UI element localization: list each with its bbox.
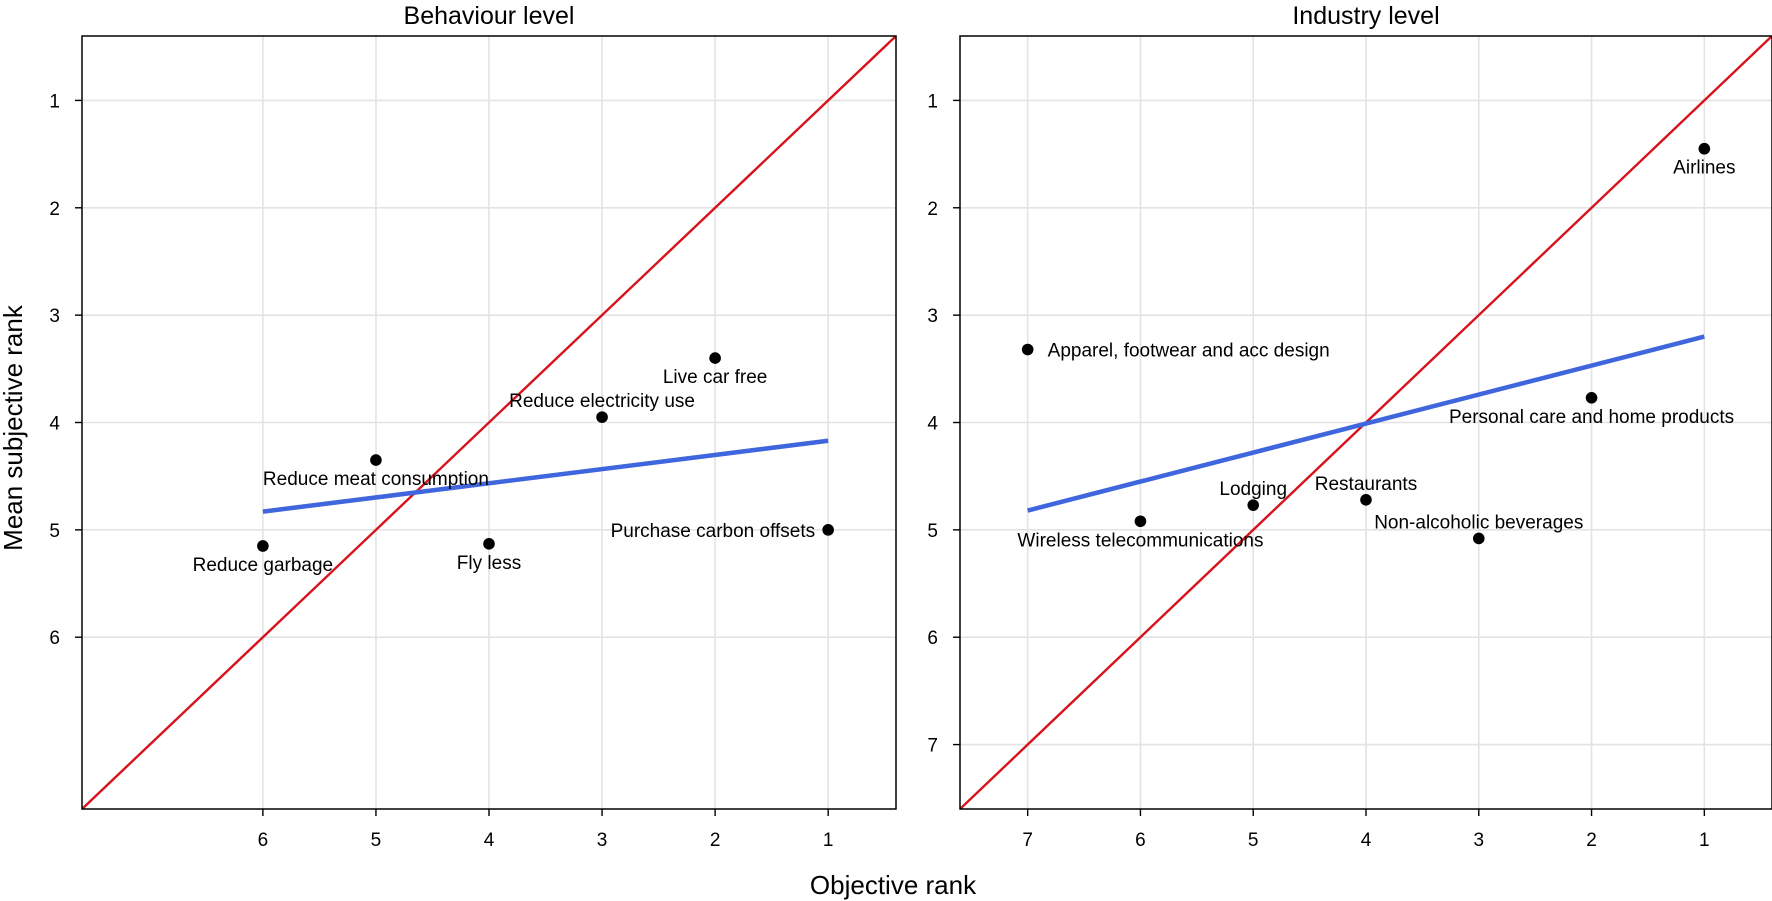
point-label: Reduce electricity use bbox=[509, 391, 695, 412]
point-label: Apparel, footwear and acc design bbox=[1048, 340, 1330, 361]
x-tick-label: 4 bbox=[484, 830, 495, 851]
y-tick-label: 5 bbox=[49, 521, 60, 542]
y-tick-label: 1 bbox=[927, 91, 938, 112]
panel-title: Behaviour level bbox=[404, 2, 575, 30]
y-tick-label: 4 bbox=[49, 414, 60, 435]
plot-area-frame bbox=[959, 35, 1772, 810]
x-tick-label: 3 bbox=[597, 830, 608, 851]
y-tick-label: 2 bbox=[927, 199, 938, 220]
point-label: Airlines bbox=[1673, 158, 1735, 179]
behaviour-level-panel: 6 5 4 3 2 1 1 2 3 4 5 6 Live car free Reduce electric… bbox=[49, 2, 897, 851]
point-label: Purchase carbon offsets bbox=[611, 521, 816, 542]
data-point bbox=[1698, 142, 1711, 155]
point-label: Wireless telecommunications bbox=[1017, 530, 1263, 551]
data-point bbox=[483, 538, 495, 550]
point-label: Reduce meat consumption bbox=[263, 469, 489, 490]
y-tick-label: 3 bbox=[49, 306, 60, 327]
data-point bbox=[1585, 392, 1598, 404]
point-label: Restaurants bbox=[1315, 474, 1417, 495]
data-point bbox=[1247, 499, 1260, 511]
x-tick-label: 2 bbox=[1586, 830, 1597, 851]
fit-line bbox=[262, 438, 829, 514]
data-point bbox=[1472, 532, 1485, 545]
y-tick-label: 6 bbox=[49, 628, 60, 649]
y-tick-label: 5 bbox=[927, 521, 938, 542]
data-point bbox=[1021, 343, 1034, 356]
x-tick-label: 7 bbox=[1022, 830, 1033, 851]
point-label: Personal care and home products bbox=[1449, 407, 1734, 428]
plot-area-frame bbox=[81, 35, 897, 810]
x-tick-label: 3 bbox=[1473, 830, 1484, 851]
panel-title: Industry level bbox=[1292, 2, 1439, 30]
data-point bbox=[1360, 494, 1372, 506]
fit-line bbox=[1027, 334, 1705, 513]
y-tick-label: 3 bbox=[927, 306, 938, 327]
data-point bbox=[709, 352, 721, 364]
point-label: Live car free bbox=[663, 367, 768, 388]
identity-line bbox=[82, 36, 896, 809]
point-label: Reduce garbage bbox=[193, 555, 334, 576]
x-tick-label: 5 bbox=[371, 830, 382, 851]
y-tick-label: 4 bbox=[927, 414, 938, 435]
x-tick-label: 4 bbox=[1361, 830, 1372, 851]
point-label: Fly less bbox=[457, 553, 521, 574]
data-point bbox=[596, 411, 608, 423]
y-tick-label: 6 bbox=[927, 628, 938, 649]
x-tick-label: 1 bbox=[823, 830, 834, 851]
y-tick-label: 2 bbox=[49, 199, 60, 220]
x-tick-label: 6 bbox=[258, 830, 269, 851]
industry-level-panel: 7 6 5 4 3 2 1 1 2 3 4 5 6 7 Airlines Apparel, footwear … bbox=[927, 2, 1772, 851]
point-label: Lodging bbox=[1219, 479, 1287, 500]
y-tick-label: 1 bbox=[49, 91, 60, 112]
data-point bbox=[257, 540, 269, 552]
data-point bbox=[370, 454, 382, 466]
y-axis-title: Mean subjective rank bbox=[0, 304, 28, 551]
data-point bbox=[822, 524, 834, 536]
x-tick-label: 6 bbox=[1135, 830, 1146, 851]
y-tick-label: 7 bbox=[927, 736, 938, 757]
x-tick-label: 2 bbox=[710, 830, 721, 851]
x-tick-label: 1 bbox=[1699, 830, 1710, 851]
point-label: Non-alcoholic beverages bbox=[1374, 512, 1583, 533]
x-axis-title: Objective rank bbox=[810, 870, 977, 900]
data-point bbox=[1134, 515, 1147, 528]
x-tick-label: 5 bbox=[1248, 830, 1259, 851]
